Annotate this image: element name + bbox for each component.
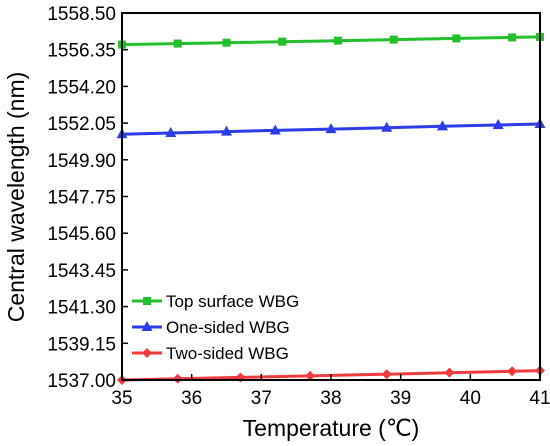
data-point	[381, 369, 392, 380]
y-tick-label: 1539.15	[47, 334, 116, 355]
legend-label: One-sided WBG	[166, 318, 290, 337]
y-tick-label: 1547.75	[47, 188, 116, 209]
series-line	[121, 35, 541, 47]
data-point	[444, 367, 455, 378]
data-point	[305, 370, 316, 381]
y-tick-label: 1545.60	[47, 224, 116, 245]
legend-item: Two-sided WBG	[132, 344, 289, 363]
x-axis-title: Temperature (℃)	[243, 415, 420, 441]
y-tick-label: 1537.00	[47, 371, 116, 392]
data-point	[172, 373, 183, 384]
y-tick-label: 1558.50	[47, 4, 116, 25]
x-axis: 35 36 37 38 39 40 41	[111, 374, 550, 409]
x-tick-label: 41	[529, 388, 550, 409]
data-point	[333, 36, 342, 45]
legend-marker	[143, 297, 151, 305]
data-point	[492, 118, 504, 129]
y-axis-title: Central wavelength (nm)	[3, 72, 29, 323]
x-tick-label: 35	[111, 388, 132, 409]
data-point	[173, 39, 182, 48]
x-tick-label: 36	[181, 388, 202, 409]
data-point	[222, 38, 231, 47]
legend-marker	[141, 321, 153, 331]
x-tick-label: 39	[390, 388, 411, 409]
legend-label: Two-sided WBG	[166, 344, 289, 363]
data-point	[452, 34, 461, 43]
legend: Top surface WBG One-sided WBG Two-sided WB…	[132, 292, 299, 363]
x-tick-label: 40	[460, 388, 481, 409]
data-point	[165, 127, 177, 138]
y-tick-label: 1554.20	[47, 77, 116, 98]
y-axis: 1537.00 1539.15 1541.30 1543.45 1545.60 1547.…	[47, 4, 128, 392]
y-tick-label: 1549.90	[47, 151, 116, 172]
x-tick-label: 38	[320, 388, 341, 409]
data-point	[508, 33, 517, 42]
legend-marker	[142, 348, 152, 358]
data-point	[507, 366, 518, 377]
y-tick-label: 1541.30	[47, 298, 116, 319]
series-0	[118, 32, 544, 49]
data-point	[436, 120, 448, 131]
data-point	[278, 37, 287, 46]
y-tick-label: 1556.35	[47, 41, 116, 62]
legend-item: One-sided WBG	[132, 318, 290, 337]
x-tick-label: 37	[251, 388, 272, 409]
series-line	[121, 369, 541, 382]
data-point	[389, 35, 398, 44]
legend-item: Top surface WBG	[132, 292, 299, 311]
y-tick-label: 1543.45	[47, 261, 116, 282]
series-1	[116, 117, 546, 139]
data-point	[221, 125, 232, 136]
data-point	[381, 121, 393, 132]
data-point	[269, 124, 281, 135]
data-point	[325, 123, 337, 134]
y-tick-label: 1552.05	[47, 114, 116, 135]
legend-label: Top surface WBG	[166, 292, 299, 311]
